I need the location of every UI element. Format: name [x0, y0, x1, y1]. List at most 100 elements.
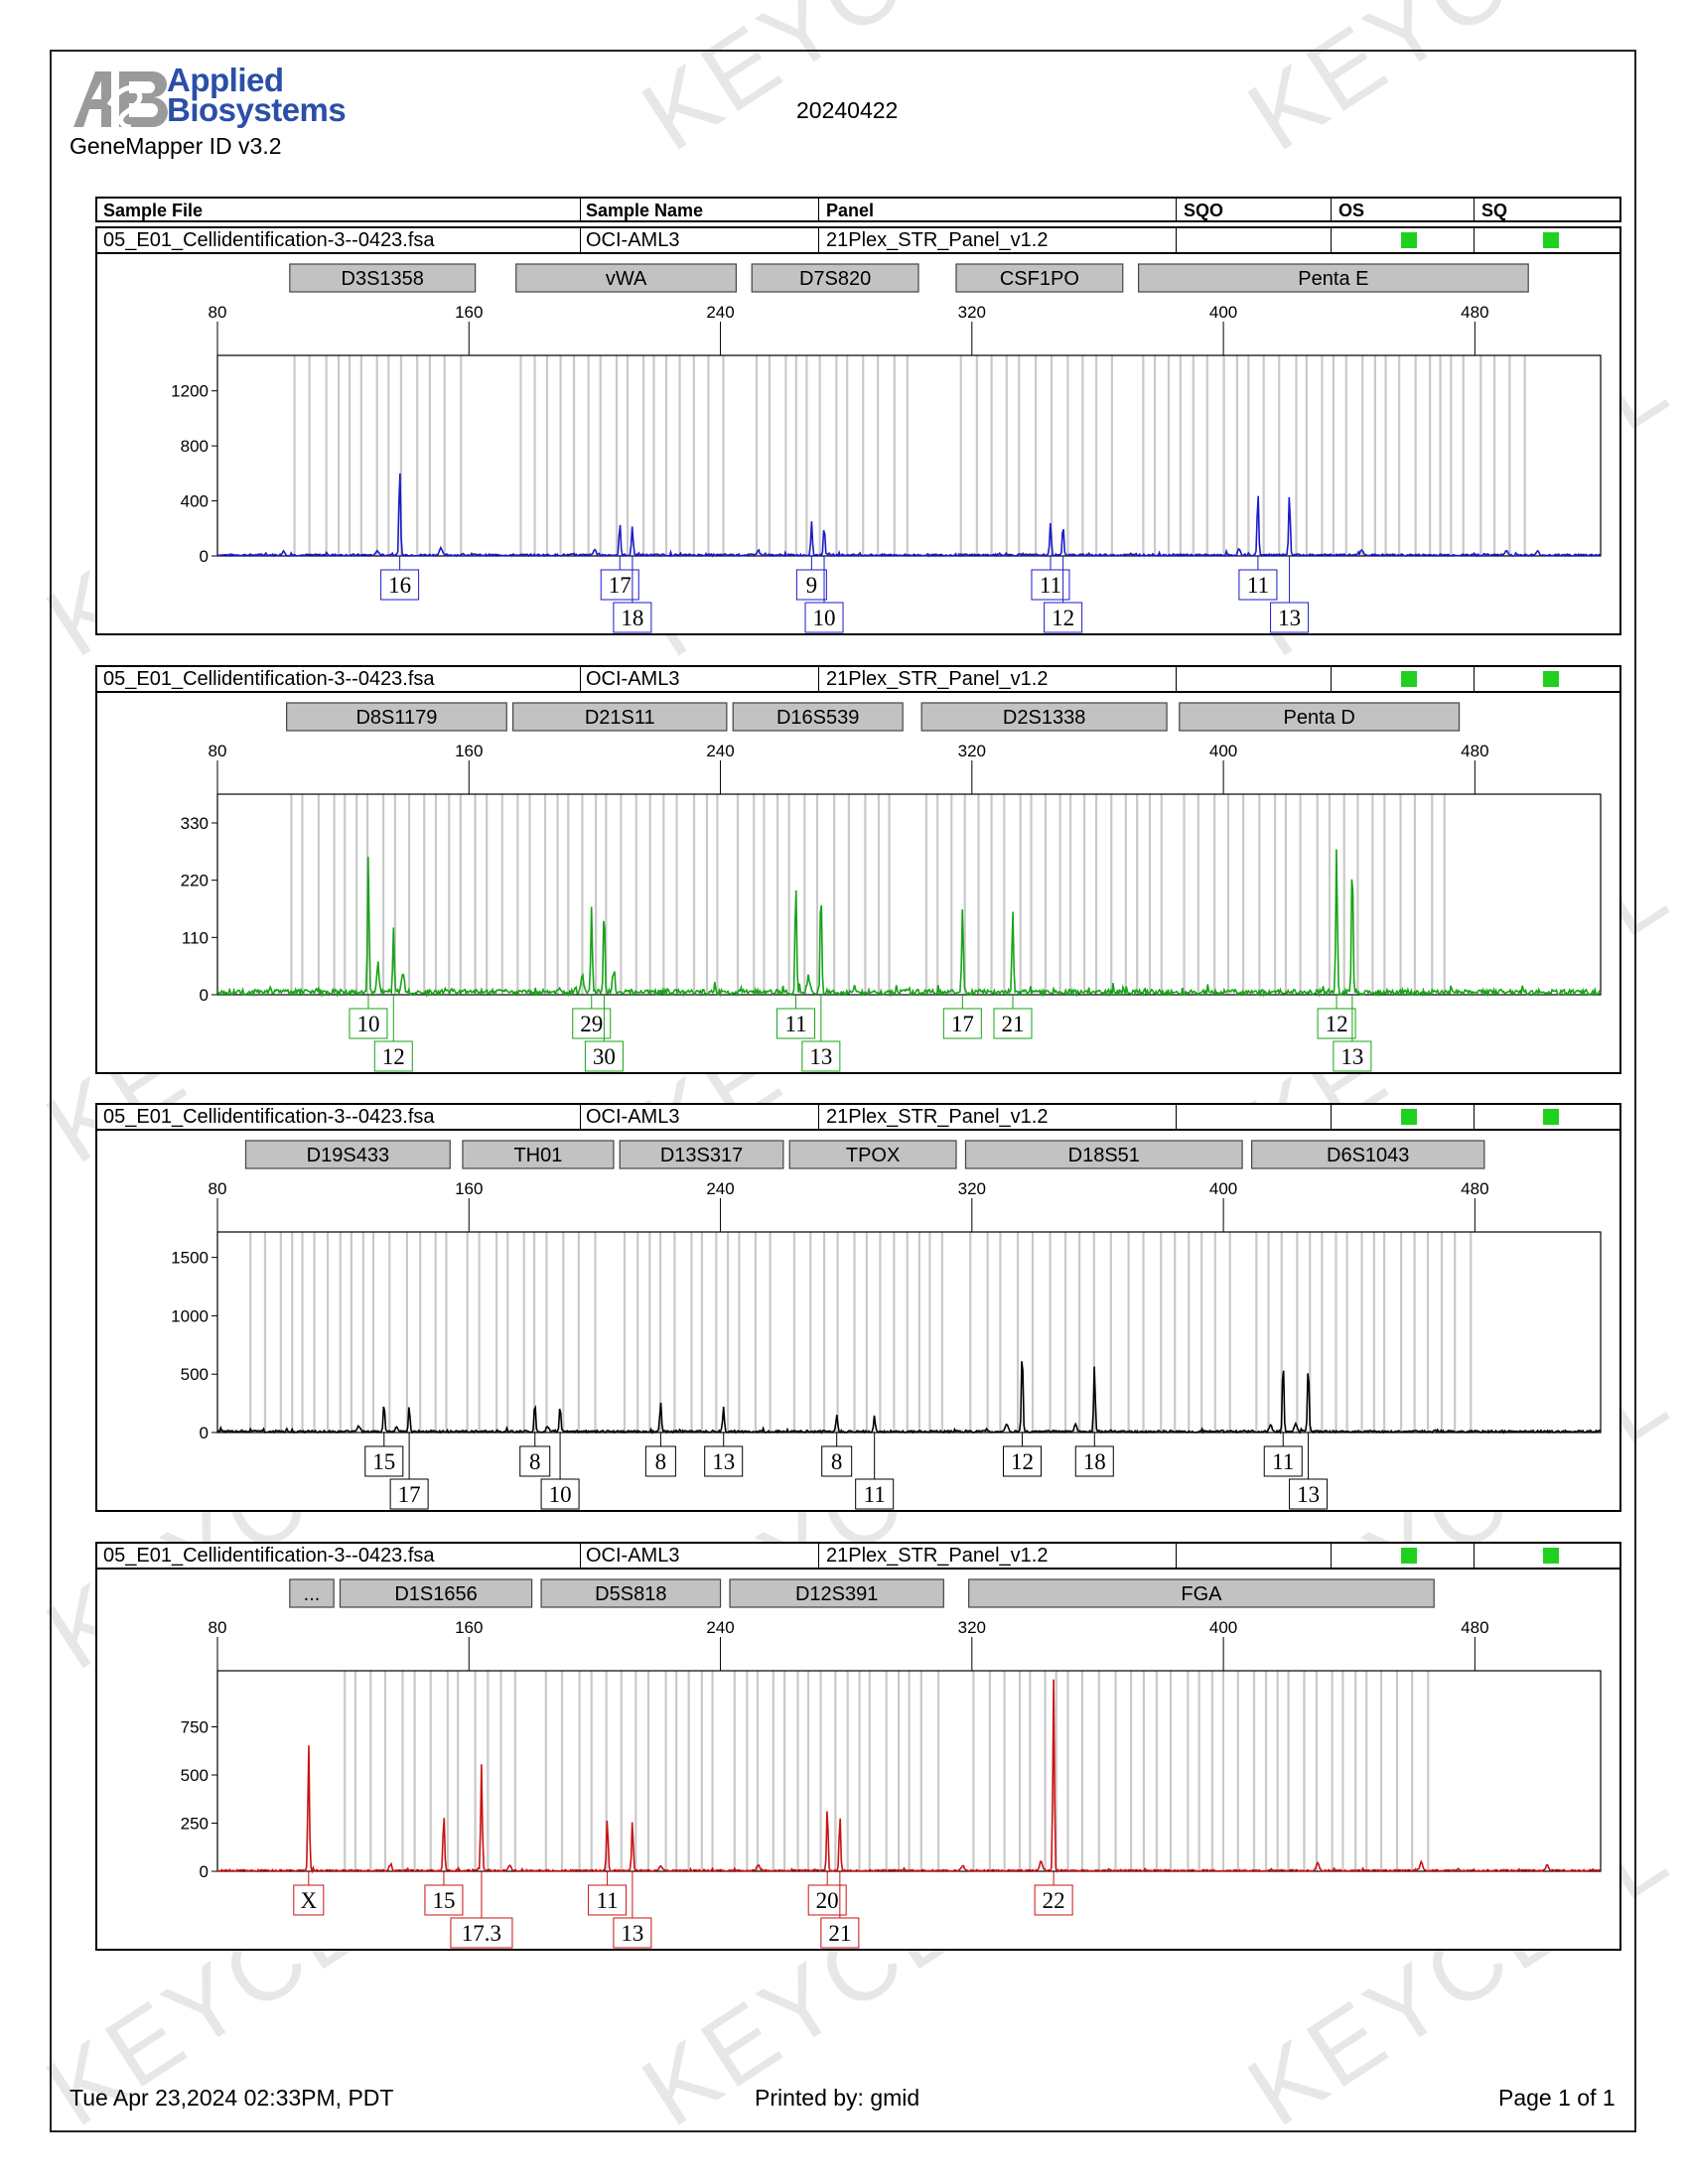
- allele-call[interactable]: 12: [1002, 1433, 1042, 1477]
- allele-call[interactable]: 10: [540, 1433, 580, 1510]
- locus-marker[interactable]: D18S51: [964, 1140, 1243, 1169]
- locus-marker[interactable]: Penta E: [1138, 263, 1529, 293]
- allele-box: [540, 1478, 580, 1510]
- sample-info-row[interactable]: 05_E01_Cellidentification-3--0423.fsa OCI…: [95, 1542, 1621, 1570]
- allele-call[interactable]: 11: [776, 995, 816, 1039]
- col-panel: Panel: [826, 201, 875, 220]
- locus-marker[interactable]: D3S1358: [289, 263, 477, 293]
- locus-marker[interactable]: D2S1338: [920, 702, 1168, 732]
- locus-box: [920, 702, 1168, 732]
- sample-panel: 05_E01_Cellidentification-3--0423.fsa OCI…: [95, 1542, 1621, 1951]
- locus-label: D3S1358: [342, 268, 424, 290]
- locus-marker[interactable]: TPOX: [788, 1140, 957, 1169]
- locus-marker[interactable]: D6S1043: [1250, 1140, 1485, 1169]
- locus-marker[interactable]: D7S820: [751, 263, 919, 293]
- allele-label: X: [300, 1888, 317, 1913]
- allele-call[interactable]: 20: [807, 1871, 847, 1916]
- allele-label: 17.3: [462, 1921, 501, 1946]
- y-tick-label: 110: [182, 928, 209, 947]
- allele-call[interactable]: 13: [1289, 1433, 1329, 1510]
- allele-call[interactable]: 11: [1031, 556, 1070, 601]
- locus-marker[interactable]: D12S391: [729, 1578, 944, 1608]
- sample-panel-name: 21Plex_STR_Panel_v1.2: [826, 1545, 1049, 1567]
- locus-marker[interactable]: TH01: [462, 1140, 615, 1169]
- allele-box: [389, 1478, 429, 1510]
- allele-call[interactable]: 12: [1317, 995, 1356, 1039]
- sample-file: 05_E01_Cellidentification-3--0423.fsa: [103, 1106, 435, 1128]
- allele-box: [1289, 1478, 1329, 1510]
- allele-call[interactable]: 11: [1263, 1433, 1303, 1477]
- y-tick-label: 0: [200, 986, 209, 1005]
- allele-call[interactable]: 8: [519, 1433, 551, 1477]
- allele-call[interactable]: 13: [801, 995, 841, 1072]
- allele-call[interactable]: 15: [364, 1433, 404, 1477]
- allele-call[interactable]: 17.3: [450, 1871, 513, 1949]
- allele-call[interactable]: 15: [424, 1871, 464, 1916]
- sample-info-row[interactable]: 05_E01_Cellidentification-3--0423.fsa OCI…: [95, 226, 1621, 254]
- locus-marker[interactable]: ...: [289, 1578, 335, 1608]
- allele-call[interactable]: 13: [1333, 995, 1372, 1072]
- locus-marker[interactable]: D21S11: [511, 702, 728, 732]
- locus-marker[interactable]: D1S1656: [339, 1578, 533, 1608]
- sample-info-row[interactable]: 05_E01_Cellidentification-3--0423.fsa OCI…: [95, 665, 1621, 693]
- locus-box: [511, 702, 728, 732]
- locus-marker[interactable]: D5S818: [540, 1578, 722, 1608]
- allele-call[interactable]: 8: [821, 1433, 853, 1477]
- allele-label: 16: [388, 573, 411, 598]
- allele-call[interactable]: 8: [644, 1433, 676, 1477]
- locus-marker[interactable]: D8S1179: [286, 702, 507, 732]
- x-tick-label: 80: [209, 742, 227, 760]
- col-sq: SQ: [1481, 201, 1508, 220]
- allele-box: [1238, 569, 1278, 601]
- allele-call[interactable]: 13: [613, 1871, 652, 1949]
- allele-call[interactable]: 22: [1034, 1871, 1073, 1916]
- allele-call[interactable]: 13: [1270, 556, 1310, 633]
- allele-call[interactable]: 21: [993, 995, 1033, 1039]
- allele-call[interactable]: 18: [1074, 1433, 1114, 1477]
- table-header: Sample File Sample Name Panel SQO OS SQ: [95, 197, 1621, 222]
- y-tick-label: 1500: [171, 1249, 209, 1268]
- allele-call[interactable]: 11: [855, 1433, 895, 1510]
- allele-label: 17: [609, 573, 632, 598]
- allele-label: 29: [580, 1012, 603, 1036]
- allele-label: 13: [621, 1921, 643, 1946]
- locus-label: D6S1043: [1327, 1145, 1409, 1166]
- allele-call[interactable]: 30: [584, 995, 624, 1072]
- y-tick-label: 0: [200, 1424, 209, 1442]
- locus-box: [289, 263, 477, 293]
- locus-marker[interactable]: vWA: [515, 263, 737, 293]
- allele-call[interactable]: 13: [704, 1433, 744, 1477]
- allele-call[interactable]: 10: [349, 995, 388, 1039]
- locus-marker[interactable]: FGA: [968, 1578, 1435, 1608]
- allele-call[interactable]: 11: [1238, 556, 1278, 601]
- sample-panel-name: 21Plex_STR_Panel_v1.2: [826, 229, 1049, 251]
- sq-quality-indicator: [1543, 1109, 1559, 1125]
- allele-call[interactable]: 18: [613, 556, 652, 633]
- allele-label: 11: [864, 1482, 886, 1507]
- sample-info-row[interactable]: 05_E01_Cellidentification-3--0423.fsa OCI…: [95, 1103, 1621, 1131]
- allele-call[interactable]: X: [293, 1871, 325, 1916]
- page-border: [50, 50, 1636, 2132]
- allele-call[interactable]: 16: [380, 556, 420, 601]
- allele-label: 15: [372, 1449, 395, 1474]
- allele-call[interactable]: 17: [600, 556, 639, 601]
- allele-box: [613, 1917, 652, 1949]
- allele-call[interactable]: 21: [820, 1871, 860, 1949]
- software-version: GeneMapper ID v3.2: [70, 133, 282, 159]
- locus-marker[interactable]: Penta D: [1179, 702, 1461, 732]
- locus-marker[interactable]: D19S433: [244, 1140, 451, 1169]
- locus-label: TH01: [513, 1145, 562, 1166]
- allele-call[interactable]: 9: [795, 556, 827, 601]
- allele-call[interactable]: 17: [942, 995, 982, 1039]
- allele-call[interactable]: 12: [373, 995, 413, 1072]
- allele-call[interactable]: 10: [804, 556, 844, 633]
- locus-marker[interactable]: D16S539: [732, 702, 904, 732]
- allele-call[interactable]: 12: [1044, 556, 1083, 633]
- allele-call[interactable]: 11: [588, 1871, 628, 1916]
- locus-box: [462, 1140, 615, 1169]
- allele-call[interactable]: 17: [389, 1433, 429, 1510]
- locus-marker[interactable]: D13S317: [619, 1140, 784, 1169]
- allele-call[interactable]: 29: [572, 995, 612, 1039]
- allele-box: [795, 569, 827, 601]
- locus-marker[interactable]: CSF1PO: [955, 263, 1124, 293]
